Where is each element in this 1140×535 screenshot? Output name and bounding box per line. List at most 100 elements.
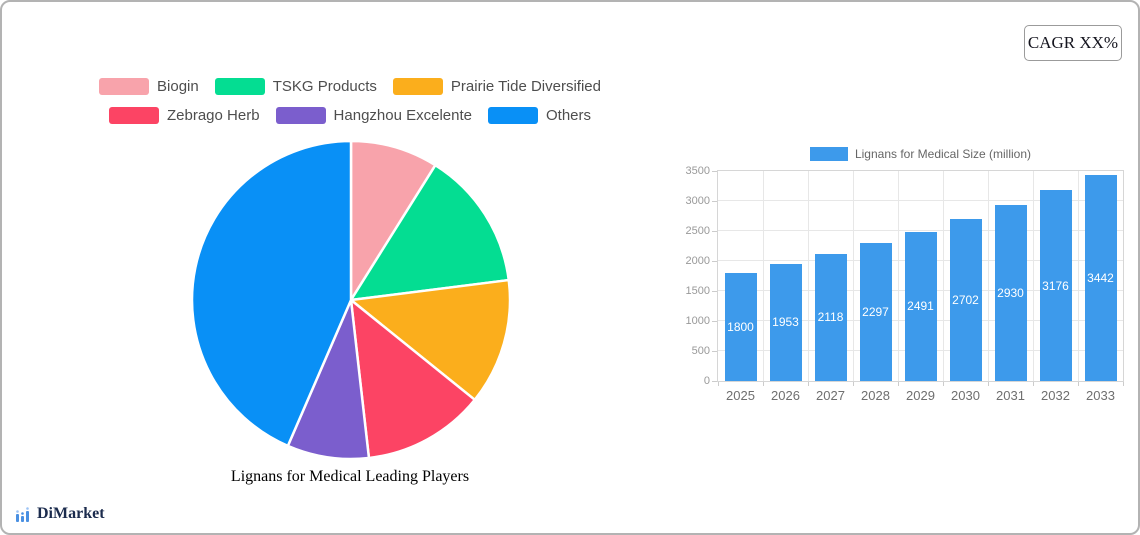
pie-legend: Biogin TSKG Products Prairie Tide Diversif…	[60, 78, 640, 136]
legend-swatch	[392, 78, 443, 95]
y-axis-tick	[712, 171, 717, 172]
y-axis-tick	[712, 381, 717, 382]
x-axis-tick	[943, 382, 944, 386]
x-axis-label-2033: 2033	[1086, 388, 1115, 403]
bar-value-label: 1800	[727, 320, 754, 334]
x-axis-label-2029: 2029	[906, 388, 935, 403]
bar-2030[interactable]: 2702	[949, 218, 982, 381]
bar-value-label: 2118	[817, 310, 844, 325]
y-axis-tick	[712, 201, 717, 202]
bar-2031[interactable]: 2930	[994, 205, 1027, 381]
bar-legend-label: Lignans for Medical Size (million)	[854, 147, 1032, 161]
legend-label: Prairie Tide Diversified	[450, 78, 601, 95]
bar-legend-item[interactable]: Lignans for Medical Size (million)	[717, 147, 1124, 161]
bar-plot-area: 1800 1953 2118 2297 2491 2702 2930 3176 3442	[717, 170, 1124, 382]
v-gridline	[988, 171, 989, 381]
y-axis-tick	[712, 261, 717, 262]
legend-label: Hangzhou Excelente	[333, 107, 472, 124]
bar-value-label: 2702	[952, 292, 979, 307]
h-gridline	[718, 200, 1123, 201]
legend-swatch	[108, 107, 159, 124]
bar-2027[interactable]: 2118	[814, 253, 847, 381]
x-axis-tick	[853, 382, 854, 386]
x-axis-tick	[808, 382, 809, 386]
pie-graphic	[190, 139, 512, 461]
x-axis-label-2031: 2031	[996, 388, 1025, 403]
y-axis-label: 1500	[685, 285, 710, 297]
v-gridline	[943, 171, 944, 381]
legend-swatch	[275, 107, 326, 124]
legend-swatch	[487, 107, 538, 124]
y-axis-tick	[712, 321, 717, 322]
bar-value-label: 2930	[997, 286, 1024, 301]
pie-slice-tskg-products[interactable]	[349, 163, 510, 302]
x-axis-label-2032: 2032	[1041, 388, 1070, 403]
bar-chart-logo-icon	[16, 506, 29, 522]
x-axis-tick	[988, 382, 989, 386]
y-axis-label: 3500	[685, 165, 710, 177]
pie-legend-row: Biogin TSKG Products Prairie Tide Diversif…	[60, 78, 640, 95]
x-axis-label-2025: 2025	[726, 388, 755, 403]
x-axis-label-2030: 2030	[951, 388, 980, 403]
bar-value-label: 3442	[1087, 270, 1114, 285]
legend-label: Biogin	[157, 78, 199, 95]
v-gridline	[853, 171, 854, 381]
pie-slice-biogin[interactable]	[349, 139, 437, 302]
y-axis-label: 2500	[685, 225, 710, 237]
logo-text: DiMarket	[37, 505, 105, 522]
v-gridline	[898, 171, 899, 381]
legend-item-others[interactable]: Others	[487, 107, 591, 124]
bar-2028[interactable]: 2297	[859, 243, 892, 381]
pie-slice-others[interactable]	[190, 139, 353, 448]
x-axis-tick	[763, 382, 764, 386]
x-axis-tick	[898, 382, 899, 386]
v-gridline	[763, 171, 764, 381]
y-axis-label: 2000	[685, 255, 710, 267]
bar-value-label: 3176	[1042, 278, 1069, 293]
y-axis-tick	[712, 291, 717, 292]
y-axis-tick	[712, 351, 717, 352]
y-axis-label: 3000	[685, 195, 710, 207]
legend-label: TSKG Products	[272, 78, 377, 95]
x-axis-tick	[1078, 382, 1079, 386]
v-gridline	[1033, 171, 1034, 381]
bar-2032[interactable]: 3176	[1039, 190, 1072, 381]
legend-item-hangzhou-excelente[interactable]: Hangzhou Excelente	[275, 107, 472, 124]
x-axis-label-2026: 2026	[771, 388, 800, 403]
x-axis-tick	[718, 382, 719, 386]
pie-slice-prairie-tide-diversified[interactable]	[349, 278, 512, 402]
bar-2025[interactable]: 1800	[724, 273, 757, 381]
bar-value-label: 2297	[862, 305, 889, 320]
x-axis-label-2028: 2028	[861, 388, 890, 403]
dimarket-logo: DiMarket	[15, 505, 105, 523]
bar-2029[interactable]: 2491	[904, 231, 937, 381]
bar-legend-swatch	[809, 147, 848, 161]
x-axis-tick	[1033, 382, 1034, 386]
pie-title: Lignans for Medical Leading Players	[230, 468, 470, 485]
legend-label: Others	[545, 107, 591, 124]
y-axis-tick	[712, 231, 717, 232]
legend-swatch	[214, 78, 265, 95]
y-axis-label: 1000	[685, 315, 710, 327]
legend-label: Zebrago Herb	[166, 107, 260, 124]
bar-value-label: 2491	[907, 299, 934, 314]
bar-2033[interactable]: 3442	[1084, 174, 1117, 381]
pie-slice-zebrago-herb[interactable]	[349, 298, 477, 460]
y-axis-label: 0	[703, 375, 710, 387]
legend-item-prairie-tide-diversified[interactable]: Prairie Tide Diversified	[392, 78, 601, 95]
legend-item-biogin[interactable]: Biogin	[99, 78, 199, 95]
pie-legend-row: Zebrago Herb Hangzhou Excelente Others	[60, 107, 640, 124]
v-gridline	[808, 171, 809, 381]
v-gridline	[1078, 171, 1079, 381]
y-axis-label: 500	[691, 345, 710, 357]
x-axis-tick	[1123, 382, 1124, 386]
bar-2026[interactable]: 1953	[769, 263, 802, 381]
cagr-badge: CAGR XX%	[1024, 25, 1122, 61]
legend-item-zebrago-herb[interactable]: Zebrago Herb	[108, 107, 260, 124]
bar-value-label: 1953	[772, 315, 799, 330]
legend-swatch	[99, 78, 150, 95]
h-gridline	[718, 230, 1123, 231]
x-axis-label-2027: 2027	[816, 388, 845, 403]
legend-item-tskg-products[interactable]: TSKG Products	[214, 78, 377, 95]
